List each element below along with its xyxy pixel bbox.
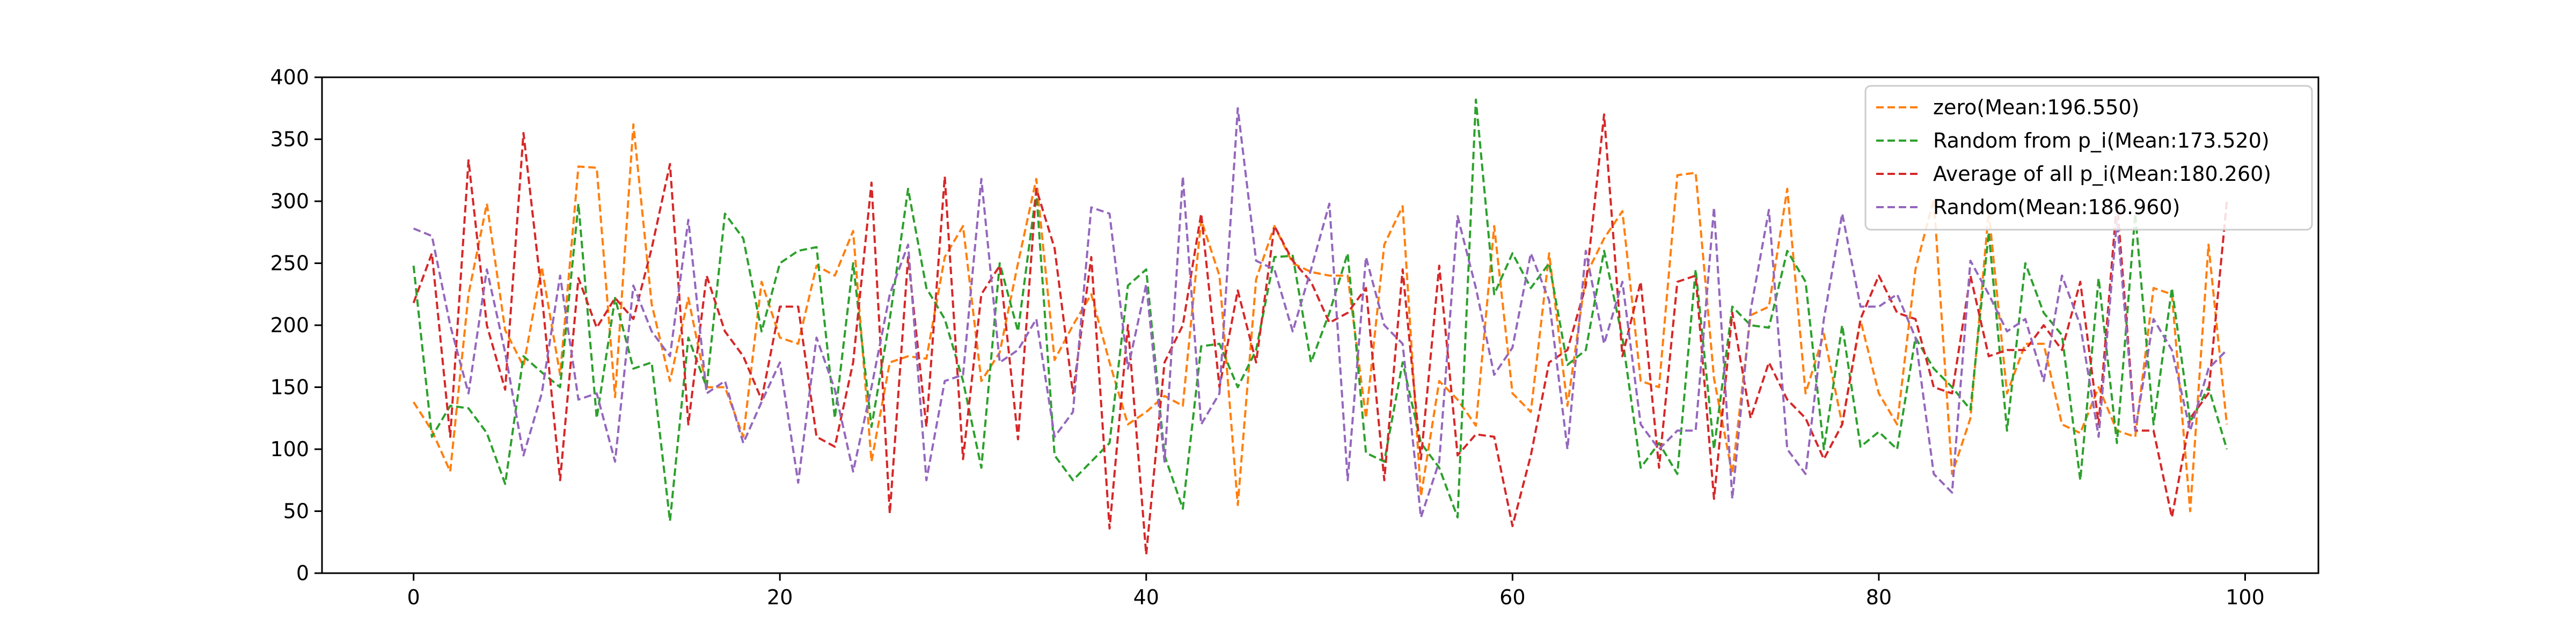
- legend-label-0: zero(Mean:196.550): [1933, 96, 2140, 119]
- y-tick-label: 400: [270, 65, 309, 89]
- legend-label-1: Random from p_i(Mean:173.520): [1933, 129, 2270, 152]
- y-tick-label: 0: [296, 561, 309, 585]
- x-tick-label: 60: [1499, 586, 1525, 609]
- series-line-2: [412, 113, 2228, 556]
- series-line-0: [412, 123, 2228, 513]
- y-tick-label: 350: [270, 128, 309, 151]
- legend: zero(Mean:196.550) Random from p_i(Mean:1…: [1864, 85, 2313, 231]
- legend-label-3: Random(Mean:186.960): [1933, 195, 2180, 219]
- y-tick-label: 250: [270, 252, 309, 275]
- y-tick-label: 150: [270, 376, 309, 399]
- y-tick-label: 300: [270, 189, 309, 213]
- y-tick-label: 100: [270, 437, 309, 461]
- x-axis: 0 20 40 60 80 100: [407, 573, 2265, 609]
- x-tick-label: 40: [1133, 586, 1159, 609]
- series-line-3: [413, 107, 2228, 518]
- legend-box: [1864, 85, 2313, 231]
- x-tick-label: 100: [2226, 586, 2265, 609]
- series-lines: [412, 98, 2228, 556]
- y-tick-label: 50: [283, 500, 309, 523]
- legend-label-2: Average of all p_i(Mean:180.260): [1933, 162, 2271, 186]
- y-axis: 0 50 100 150 200 250 300 350 400: [270, 65, 322, 585]
- y-tick-label: 200: [270, 313, 309, 337]
- x-tick-label: 0: [407, 586, 420, 609]
- x-tick-label: 80: [1866, 586, 1892, 609]
- x-tick-label: 20: [767, 586, 793, 609]
